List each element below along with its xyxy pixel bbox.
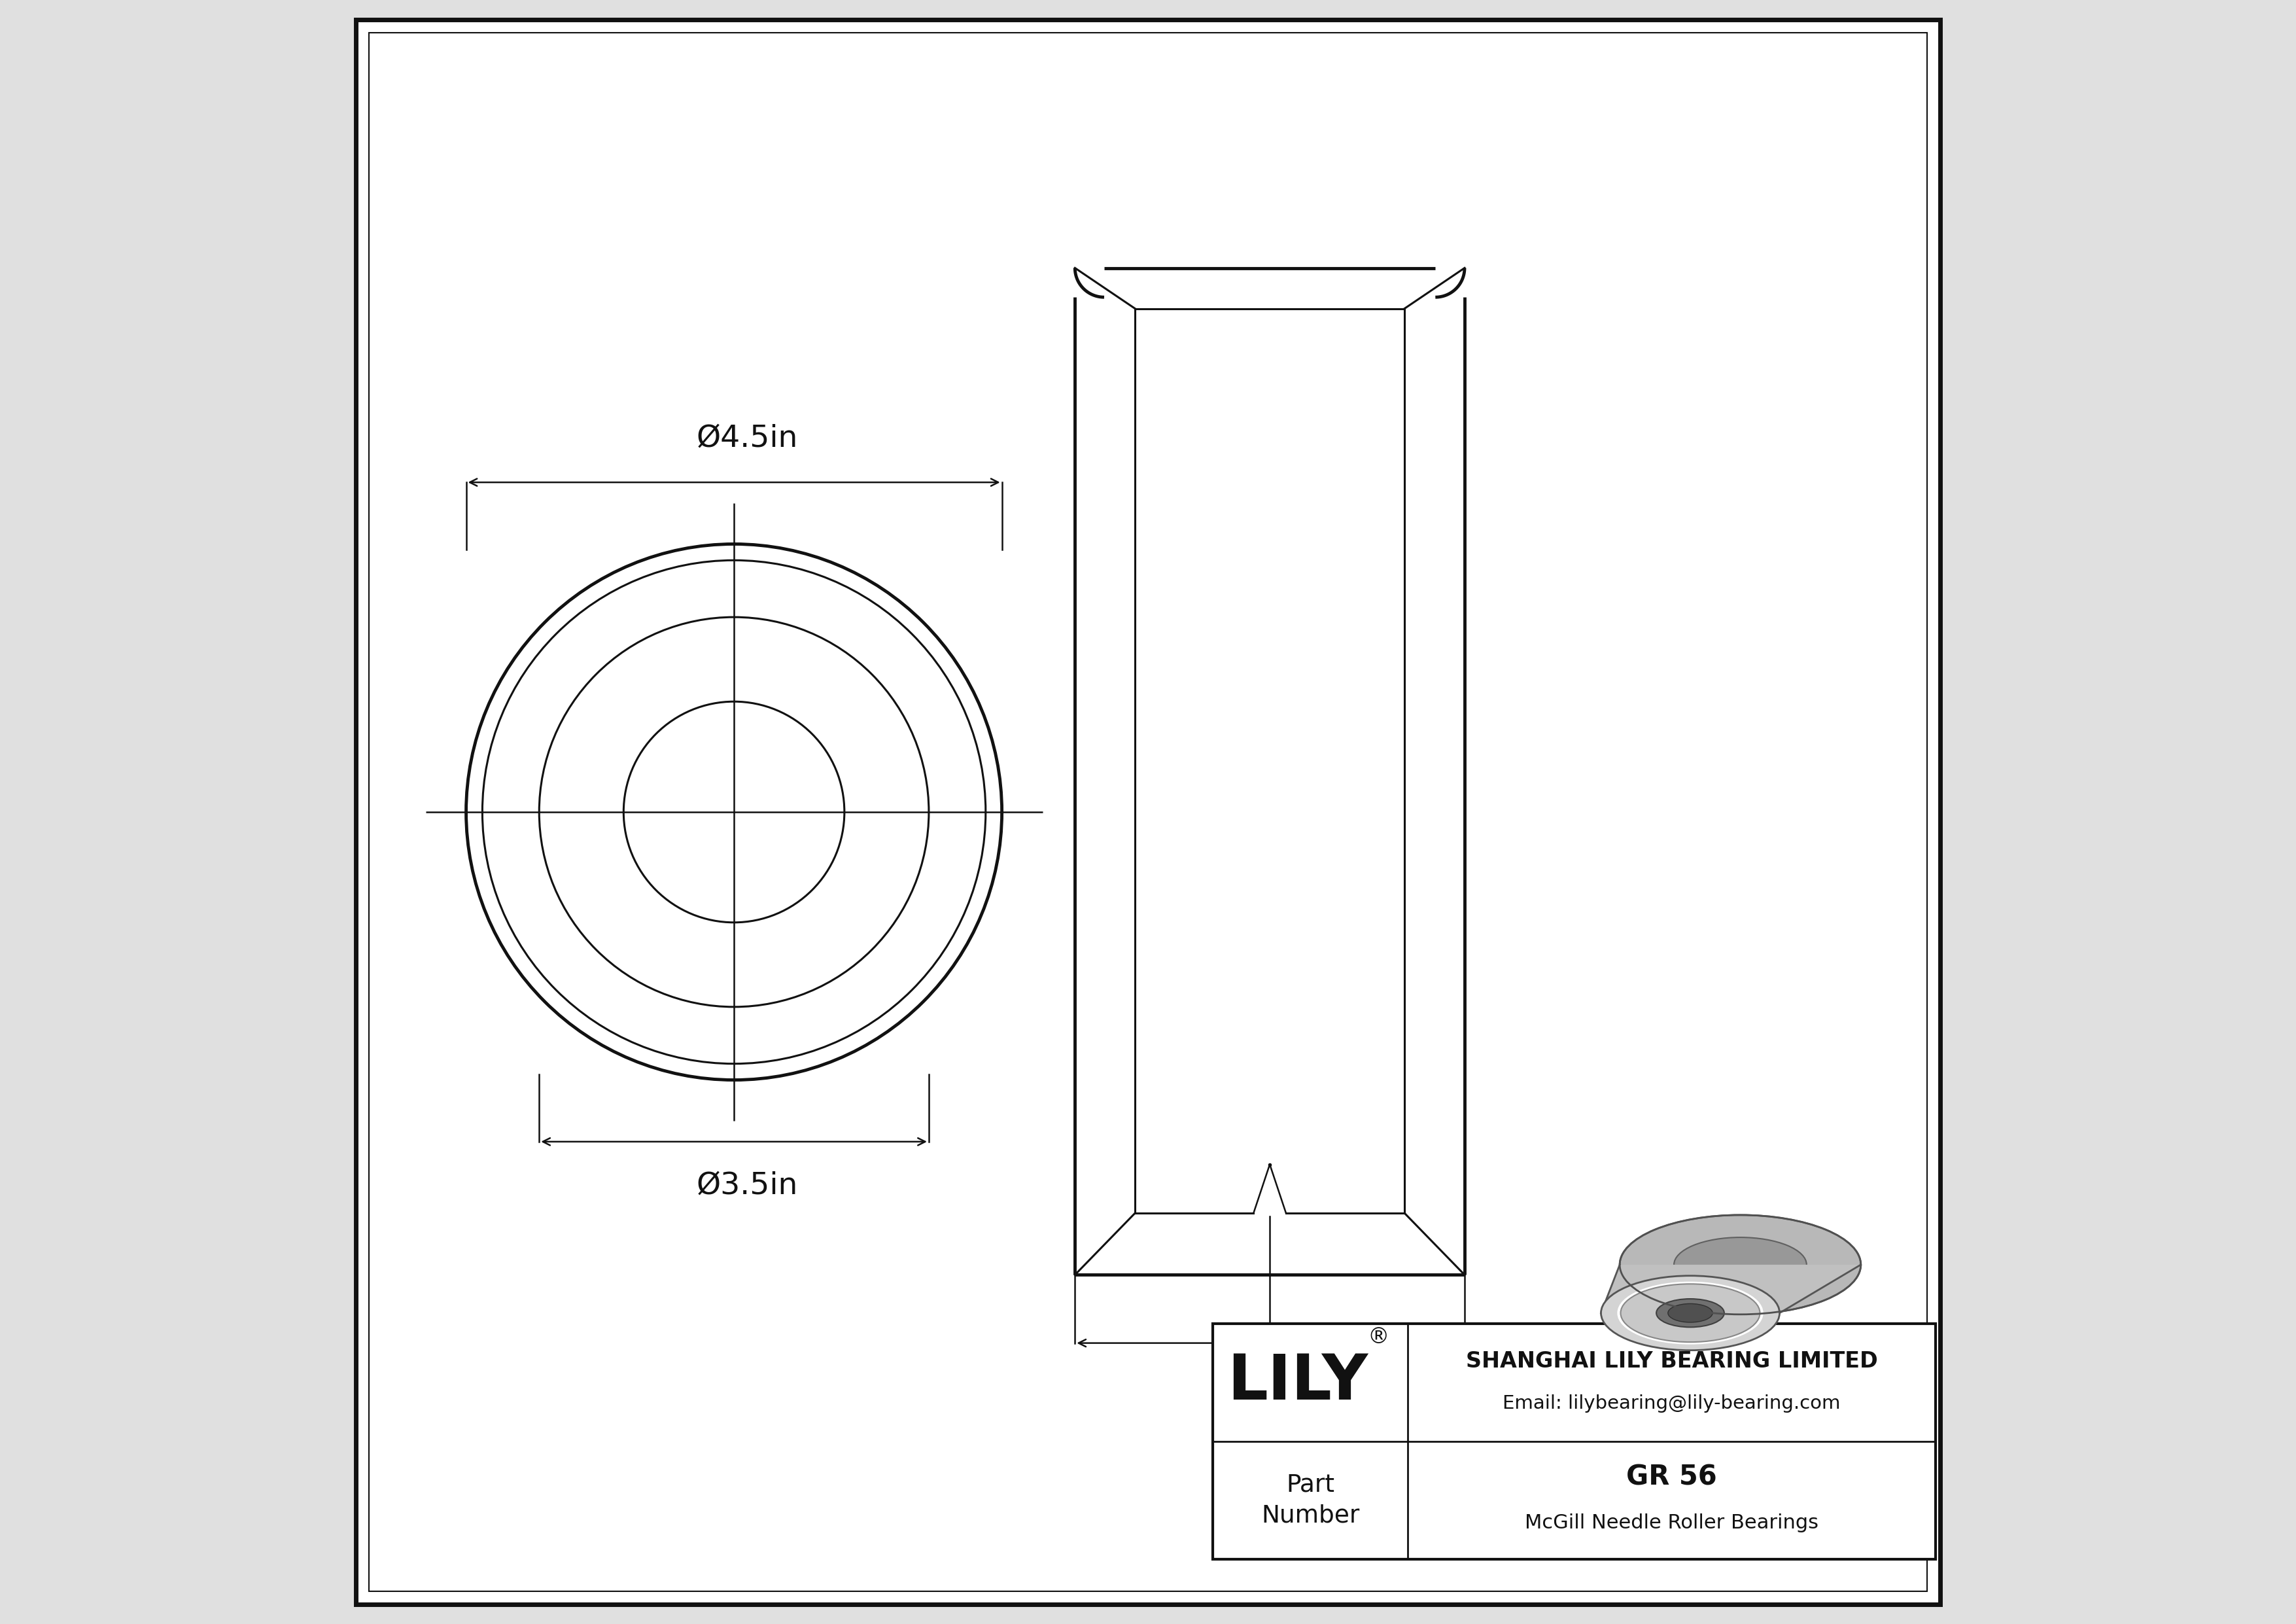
- Text: Ø3.5in: Ø3.5in: [696, 1171, 797, 1200]
- Ellipse shape: [1655, 1299, 1724, 1327]
- Text: ®: ®: [1368, 1327, 1389, 1348]
- Ellipse shape: [1621, 1285, 1761, 1341]
- Text: 2in: 2in: [1247, 1369, 1293, 1398]
- Ellipse shape: [1674, 1237, 1807, 1293]
- Ellipse shape: [1667, 1304, 1713, 1322]
- Ellipse shape: [1600, 1276, 1779, 1350]
- Bar: [1212, 1324, 1936, 1559]
- Text: 0.19in: 0.19in: [1295, 1436, 1382, 1463]
- Polygon shape: [1600, 1265, 1860, 1312]
- Ellipse shape: [1619, 1215, 1860, 1314]
- Text: Part
Number: Part Number: [1261, 1473, 1359, 1528]
- Text: Email: lilybearing@lily-bearing.com: Email: lilybearing@lily-bearing.com: [1502, 1395, 1841, 1413]
- Text: Ø4.5in: Ø4.5in: [696, 424, 797, 453]
- Text: McGill Needle Roller Bearings: McGill Needle Roller Bearings: [1525, 1514, 1818, 1533]
- Ellipse shape: [1619, 1283, 1761, 1343]
- Text: GR 56: GR 56: [1626, 1463, 1717, 1491]
- Text: SHANGHAI LILY BEARING LIMITED: SHANGHAI LILY BEARING LIMITED: [1465, 1351, 1878, 1372]
- Text: LILY: LILY: [1226, 1353, 1368, 1413]
